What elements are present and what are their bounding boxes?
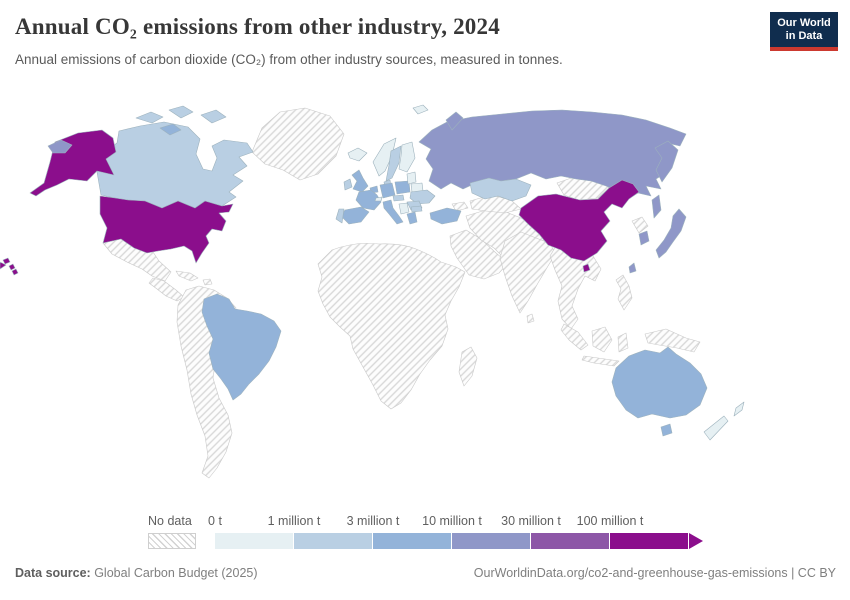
owid-logo[interactable]: Our World in Data — [770, 12, 838, 51]
owid-logo-line1: Our World — [777, 16, 831, 29]
country-portugal[interactable] — [335, 208, 345, 224]
region-chukotka[interactable] — [47, 139, 73, 154]
arctic-island[interactable] — [168, 105, 194, 119]
page-subtitle: Annual emissions of carbon dioxide (CO₂)… — [15, 52, 563, 67]
island-sumatra[interactable] — [560, 323, 589, 351]
legend-tick-4: 30 million t — [501, 514, 561, 528]
country-turkey[interactable] — [429, 207, 462, 225]
license-link[interactable]: OurWorldinData.org/co2-and-greenhouse-ga… — [473, 566, 836, 580]
country-new-zealand[interactable] — [703, 401, 745, 441]
page-title: Annual CO₂ emissions from other industry… — [15, 14, 500, 39]
island-sakhalin[interactable] — [651, 194, 662, 219]
data-source-label: Data source: — [15, 566, 91, 580]
legend-tick-2: 3 million t — [346, 514, 400, 528]
legend-tick-0: 0 t — [208, 514, 222, 528]
region-hawaii[interactable] — [0, 257, 19, 276]
island-sulawesi[interactable] — [617, 332, 629, 353]
country-switzerland[interactable] — [374, 196, 383, 202]
island-new-guinea[interactable] — [644, 328, 701, 353]
country-kazakhstan[interactable] — [469, 177, 532, 202]
map-legend: No data 0 t 1 million t 3 million t 10 m… — [0, 510, 850, 555]
country-austria[interactable] — [392, 194, 405, 202]
country-india[interactable] — [499, 231, 557, 314]
data-source-value: Global Carbon Budget (2025) — [90, 566, 258, 580]
legend-segment-4[interactable] — [531, 533, 610, 549]
region-balkans[interactable] — [398, 202, 410, 215]
legend-tick-5: 100 million t — [576, 514, 644, 528]
country-italy[interactable] — [382, 199, 404, 225]
country-germany[interactable] — [379, 182, 396, 199]
legend-segment-1[interactable] — [294, 533, 373, 549]
region-caucasus[interactable] — [451, 201, 469, 212]
region-arabia[interactable] — [449, 229, 509, 280]
country-sweden[interactable] — [385, 145, 402, 182]
country-australia[interactable] — [611, 346, 708, 419]
country-iceland[interactable] — [347, 147, 368, 162]
country-greenland[interactable] — [251, 107, 345, 181]
country-sri-lanka[interactable] — [526, 313, 535, 324]
country-finland[interactable] — [398, 141, 416, 173]
country-united-kingdom[interactable] — [351, 169, 369, 193]
island-java[interactable] — [581, 355, 620, 367]
legend-arrow-tip — [689, 533, 703, 549]
world-map — [0, 100, 850, 500]
country-madagascar[interactable] — [458, 346, 478, 387]
legend-segment-2[interactable] — [373, 533, 452, 549]
country-poland[interactable] — [394, 180, 411, 195]
legend-tick-1: 1 million t — [267, 514, 321, 528]
arctic-island[interactable] — [159, 123, 182, 136]
island-borneo[interactable] — [591, 326, 613, 353]
country-brazil[interactable] — [201, 293, 282, 401]
country-north-korea[interactable] — [631, 216, 649, 234]
country-japan[interactable] — [655, 208, 687, 259]
region-hispaniola[interactable] — [202, 278, 213, 286]
arctic-island[interactable] — [200, 109, 227, 124]
country-ukraine[interactable] — [409, 189, 436, 205]
country-united-states[interactable] — [99, 195, 234, 264]
country-russia[interactable] — [418, 109, 687, 200]
no-data-swatch[interactable] — [148, 533, 196, 549]
legend-segment-3[interactable] — [452, 533, 531, 549]
legend-color-bar: 0 t 1 million t 3 million t 10 million t… — [208, 514, 703, 549]
country-france[interactable] — [355, 189, 382, 211]
country-bulgaria[interactable] — [410, 205, 423, 213]
legend-tick-3: 10 million t — [422, 514, 482, 528]
island-novaya-zemlya[interactable] — [445, 111, 464, 131]
legend-segment-0[interactable] — [215, 533, 294, 549]
region-africa[interactable] — [317, 242, 466, 410]
island-tasmania[interactable] — [660, 423, 673, 437]
data-source: Data source: Global Carbon Budget (2025) — [15, 566, 258, 580]
no-data-label: No data — [148, 514, 192, 528]
island-taiwan[interactable] — [628, 262, 637, 274]
island-hainan[interactable] — [582, 263, 591, 273]
owid-logo-line2: in Data — [785, 29, 823, 42]
region-central-america[interactable] — [148, 277, 185, 302]
country-ireland[interactable] — [343, 178, 353, 191]
country-south-korea[interactable] — [638, 230, 650, 246]
region-baltics[interactable] — [406, 171, 417, 185]
country-greece[interactable] — [406, 211, 418, 225]
arctic-island[interactable] — [135, 111, 164, 124]
country-philippines[interactable] — [615, 274, 633, 311]
region-kamchatka[interactable] — [654, 140, 679, 183]
country-china[interactable] — [518, 179, 640, 262]
country-cuba[interactable] — [175, 270, 199, 282]
island-svalbard[interactable] — [412, 104, 429, 115]
legend-segment-5[interactable] — [610, 533, 689, 549]
